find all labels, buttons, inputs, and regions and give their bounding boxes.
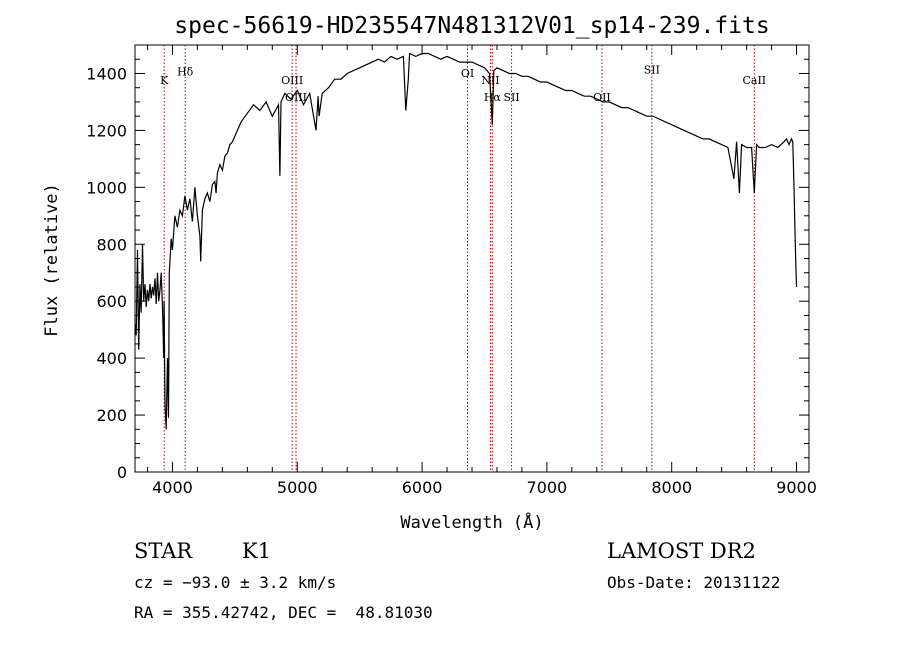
x-tick-label: 9000 [776,478,817,497]
y-tick-label: 1200 [86,121,127,140]
spectral-line-label: SII [503,91,519,104]
x-axis-label: Wavelength (Å) [400,511,543,533]
y-tick-label: 400 [96,349,127,368]
y-tick-label: 200 [96,406,127,425]
spectral-line-label: CaII [742,74,766,87]
coordinates: RA = 355.42742, DEC = 48.81030 [134,603,433,622]
spectral-line-label: OI [461,67,474,80]
redshift-readout: cz = −93.0 ± 3.2 km/s [134,573,337,592]
y-tick-label: 1400 [86,64,127,83]
x-tick-label: 4000 [152,478,193,497]
x-tick-label: 7000 [527,478,568,497]
x-tick-label: 8000 [651,478,692,497]
spectral-line-label: K [160,74,169,87]
y-axis-label: Flux (relative) [42,183,62,337]
object-subclass: K1 [242,539,272,563]
plot-frame [134,44,810,473]
y-tick-label: 1000 [86,178,127,197]
survey-name: LAMOST DR2 [607,539,756,563]
spectral-line-label: SII [644,63,660,76]
obs-date: Obs-Date: 20131122 [607,573,781,592]
spectrum-line [134,52,798,430]
spectral-line-label: Hδ [177,66,194,79]
y-tick-label: 600 [96,292,127,311]
y-tick-label: 800 [96,235,127,254]
spectral-line-label: OII [593,91,611,104]
y-tick-label: 0 [117,463,127,482]
object-class: STAR [134,539,193,563]
chart-title: spec-56619-HD235547N481312V01_sp14-239.f… [174,13,769,39]
spectral-line-label: OIII [281,74,303,87]
axis-ticks: 4000 5000 6000 7000 8000 9000 0 200 400 600 800 100… [86,45,817,497]
x-tick-label: 6000 [402,478,443,497]
x-tick-label: 5000 [277,478,318,497]
